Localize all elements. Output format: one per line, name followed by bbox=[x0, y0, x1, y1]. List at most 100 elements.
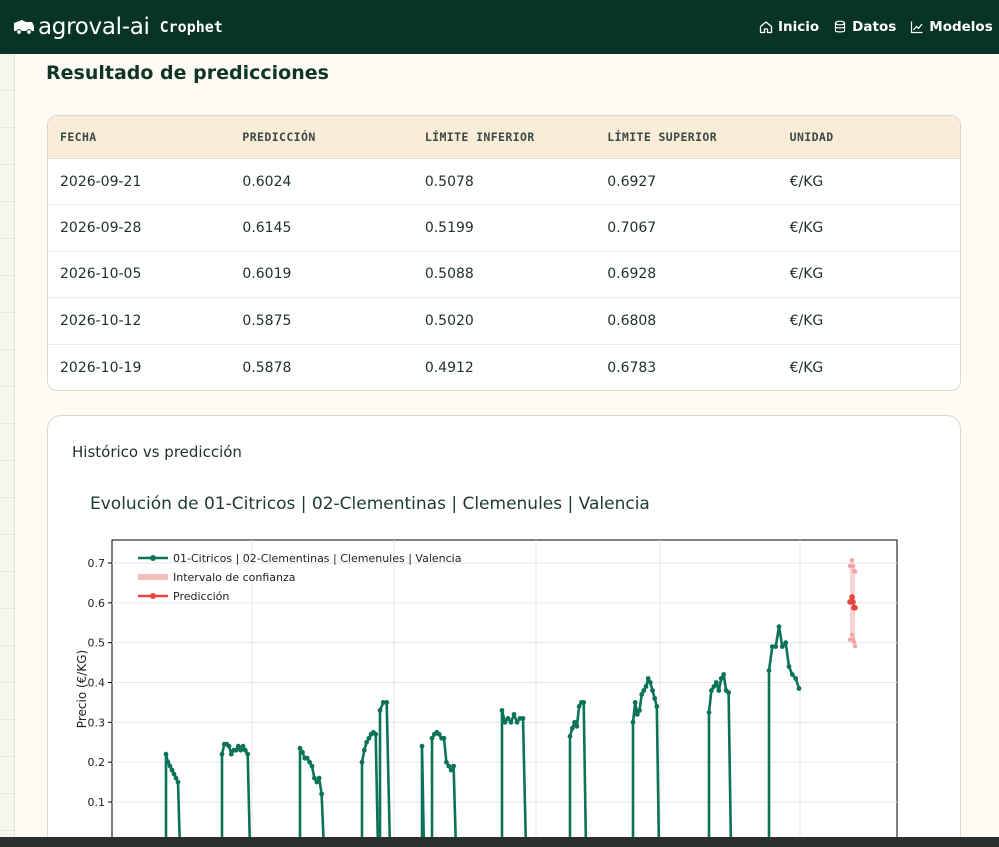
cell-limite-superior: 0.6808 bbox=[607, 312, 657, 329]
cell-fecha: 2026-10-12 bbox=[60, 312, 142, 329]
top-navbar: agroval-ai Crophet Inicio Datos Modelos bbox=[0, 0, 999, 54]
historico-point bbox=[233, 747, 239, 753]
table-row: 2026-09-28 0.6145 0.5199 0.7067 €/KG bbox=[48, 205, 960, 252]
table-row: 2026-10-05 0.6019 0.5088 0.6928 €/KG bbox=[48, 252, 960, 299]
series-historico bbox=[163, 624, 802, 847]
brand[interactable]: agroval-ai Crophet bbox=[12, 14, 223, 40]
historico-point bbox=[316, 775, 322, 781]
historico-point bbox=[650, 688, 655, 693]
historico-point bbox=[309, 763, 315, 769]
cell-unidad: €/KG bbox=[789, 266, 824, 283]
results-title: Resultado de predicciones bbox=[46, 62, 329, 84]
historico-point bbox=[307, 759, 312, 765]
historico-point bbox=[508, 719, 514, 725]
cell-fecha: 2026-10-19 bbox=[60, 359, 142, 376]
cell-limite-superior: 0.6927 bbox=[607, 173, 657, 190]
historico-point bbox=[569, 725, 575, 731]
historico-point bbox=[567, 733, 573, 739]
cell-unidad: €/KG bbox=[789, 220, 824, 237]
cell-limite-inferior: 0.5020 bbox=[424, 312, 474, 329]
cell-unidad: €/KG bbox=[789, 312, 824, 329]
upper-bound-point bbox=[849, 558, 855, 563]
historico-point bbox=[654, 704, 660, 709]
column-header-fecha[interactable]: FECHA bbox=[60, 130, 97, 144]
historico-point bbox=[312, 775, 317, 781]
historico-point bbox=[238, 747, 244, 753]
nav-label: Modelos bbox=[929, 19, 993, 35]
historico-point bbox=[240, 743, 246, 749]
historico-point bbox=[167, 763, 173, 769]
historico-point bbox=[789, 672, 795, 677]
historico-point bbox=[726, 690, 731, 695]
historico-point bbox=[520, 716, 526, 721]
historico-point bbox=[165, 759, 171, 765]
brand-subtitle: Crophet bbox=[159, 18, 223, 36]
historico-point bbox=[645, 676, 651, 681]
historico-point bbox=[783, 640, 789, 646]
historico-point bbox=[429, 735, 435, 741]
column-header-limite-superior[interactable]: LÍMITE SUPERIOR bbox=[607, 130, 718, 144]
y-tick-label: 0.3 bbox=[88, 716, 106, 729]
historico-point bbox=[716, 688, 722, 693]
cell-limite-inferior: 0.5088 bbox=[424, 266, 474, 283]
historico-point bbox=[713, 680, 719, 685]
historico-point bbox=[779, 644, 785, 649]
legend-label-intervalo: Intervalo de confianza bbox=[173, 571, 296, 584]
table-header: FECHA PREDICCIÓN LÍMITE INFERIOR LÍMITE … bbox=[48, 116, 960, 159]
nav-label: Datos bbox=[852, 19, 897, 35]
prediccion-point bbox=[849, 594, 855, 600]
cell-prediccion: 0.5878 bbox=[242, 359, 292, 376]
historico-point bbox=[652, 696, 658, 701]
cell-limite-inferior: 0.4912 bbox=[424, 359, 474, 376]
column-header-unidad[interactable]: UNIDAD bbox=[789, 130, 834, 144]
cell-limite-superior: 0.7067 bbox=[607, 220, 657, 237]
historico-point bbox=[709, 688, 714, 693]
historico-point bbox=[444, 759, 449, 765]
historico-point bbox=[380, 700, 386, 705]
chart-title: Evolución de 01-Citricos | 02-Clementina… bbox=[90, 494, 650, 514]
nav-item-modelos[interactable]: Modelos bbox=[910, 19, 993, 35]
chart-line-icon bbox=[911, 21, 923, 34]
cell-prediccion: 0.6019 bbox=[242, 266, 292, 283]
historico-point bbox=[632, 700, 638, 705]
nav-item-datos[interactable]: Datos bbox=[833, 19, 896, 35]
chart-legend: 01-Citricos | 02-Clementinas | Clemenule… bbox=[138, 552, 461, 603]
database-icon bbox=[835, 20, 846, 33]
historico-point bbox=[304, 755, 310, 761]
y-axis-ticks: 0.1 0.2 0.3 0.4 0.5 0.6 0.7 bbox=[88, 557, 112, 809]
historico-point bbox=[639, 692, 645, 697]
historico-point bbox=[576, 704, 582, 709]
y-tick-label: 0.4 bbox=[88, 677, 106, 690]
historico-point bbox=[235, 743, 241, 749]
historico-point bbox=[641, 688, 647, 693]
cell-limite-inferior: 0.5199 bbox=[424, 220, 474, 237]
lower-bound-point bbox=[849, 632, 855, 637]
chart-card-title: Histórico vs predicción bbox=[72, 443, 242, 461]
main-nav: Inicio Datos Modelos bbox=[759, 0, 999, 54]
series-prediccion bbox=[847, 593, 858, 611]
historico-point bbox=[786, 664, 792, 669]
y-tick-label: 0.1 bbox=[88, 796, 106, 809]
cell-limite-superior: 0.6928 bbox=[607, 266, 657, 283]
historico-point bbox=[359, 759, 365, 765]
table-row: 2026-09-21 0.6024 0.5078 0.6927 €/KG bbox=[48, 159, 960, 206]
nav-label: Inicio bbox=[778, 19, 820, 35]
table-row: 2026-10-19 0.5878 0.4912 0.6783 €/KG bbox=[48, 345, 960, 390]
y-tick-label: 0.7 bbox=[88, 557, 106, 570]
y-tick-label: 0.2 bbox=[88, 756, 106, 769]
historico-point bbox=[711, 684, 717, 689]
nav-item-inicio[interactable]: Inicio bbox=[759, 19, 819, 35]
cell-prediccion: 0.6145 bbox=[242, 220, 292, 237]
historico-point bbox=[643, 684, 649, 689]
legend-marker-prediccion bbox=[150, 593, 156, 599]
plot-area bbox=[111, 539, 898, 847]
historico-point bbox=[718, 676, 724, 681]
historico-point bbox=[511, 712, 517, 717]
historico-point bbox=[242, 747, 248, 753]
cell-limite-superior: 0.6783 bbox=[607, 359, 657, 376]
column-header-limite-inferior[interactable]: LÍMITE INFERIOR bbox=[424, 130, 535, 144]
legend-label-prediccion: Predicción bbox=[173, 590, 229, 603]
column-header-prediccion[interactable]: PREDICCIÓN bbox=[242, 130, 316, 144]
truck-logo-icon bbox=[14, 20, 34, 35]
historico-point bbox=[300, 749, 305, 755]
